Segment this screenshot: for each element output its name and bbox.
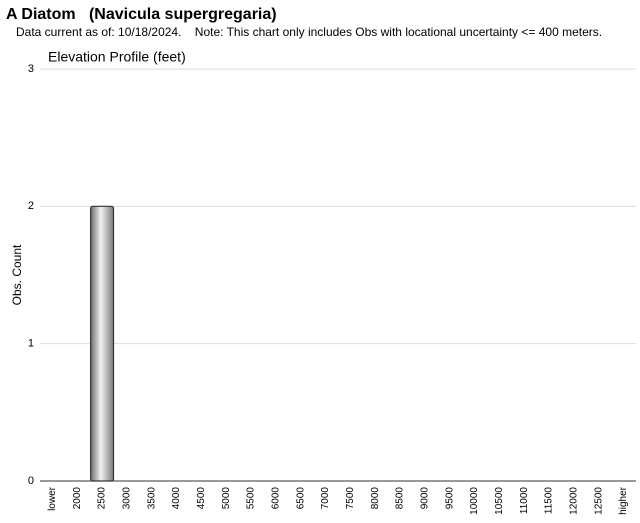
x-tick-label: 2000 xyxy=(72,487,83,510)
x-tick-label: 6500 xyxy=(295,487,306,510)
bar xyxy=(90,205,115,482)
y-tick-label: 2 xyxy=(28,200,34,212)
x-tick-label: 3500 xyxy=(146,487,157,510)
y-axis-label: Obs. Count xyxy=(10,244,24,305)
x-tick-label: 5500 xyxy=(246,487,257,510)
x-tick-label: 10000 xyxy=(469,487,480,515)
x-tick-label: 10500 xyxy=(494,487,505,515)
page-title: A Diatom (Navicula supergregaria) xyxy=(6,6,277,23)
x-tick-label: 7500 xyxy=(345,487,356,510)
y-tick-label: 3 xyxy=(28,63,34,75)
x-tick-label: 3000 xyxy=(122,487,133,510)
subtitle: Data current as of: 10/18/2024. Note: Th… xyxy=(16,25,602,39)
x-tick-label: lower xyxy=(47,486,58,511)
x-tick-label: 11000 xyxy=(519,487,530,515)
y-tick-label: 1 xyxy=(28,338,34,350)
x-tick-label: 5000 xyxy=(221,487,232,510)
x-tick-label: 12500 xyxy=(593,487,604,515)
x-tick-label: higher xyxy=(618,486,629,514)
x-tick-label: 4000 xyxy=(171,487,182,510)
x-tick-label: 9000 xyxy=(420,487,431,510)
x-tick-label: 12000 xyxy=(569,487,580,515)
y-tick-label: 0 xyxy=(28,475,34,487)
x-tick-label: 2500 xyxy=(97,487,108,510)
x-tick-label: 8000 xyxy=(370,487,381,510)
x-tick-label: 7000 xyxy=(320,487,331,510)
x-tick-label: 11500 xyxy=(544,487,555,515)
x-tick-label: 8500 xyxy=(395,487,406,510)
x-tick-label: 4500 xyxy=(196,487,207,510)
x-tick-label: 9500 xyxy=(444,487,455,510)
x-tick-label: 6000 xyxy=(271,487,282,510)
chart-title: Elevation Profile (feet) xyxy=(48,49,186,65)
